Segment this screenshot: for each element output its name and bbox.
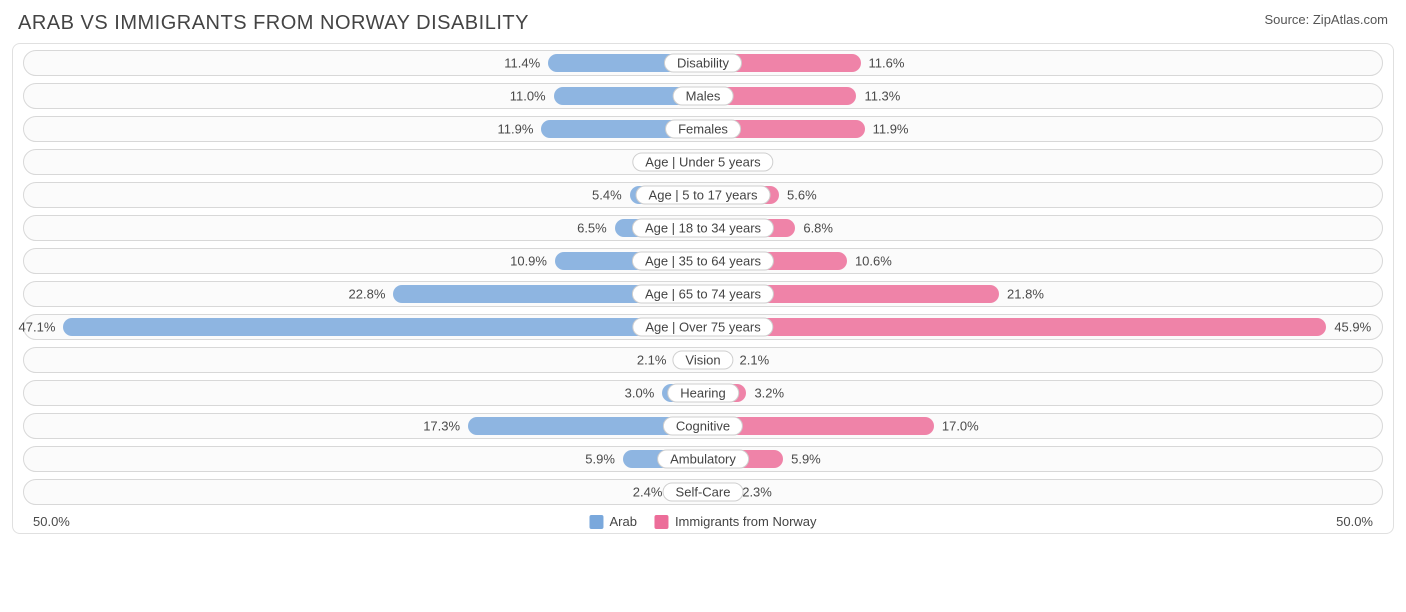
- value-label-left: 6.5%: [577, 221, 607, 236]
- chart-row: 3.0% 3.2% Hearing: [23, 380, 1383, 406]
- category-label: Hearing: [667, 384, 739, 403]
- value-label-left: 2.4%: [633, 485, 663, 500]
- legend-label-right: Immigrants from Norway: [675, 514, 817, 529]
- value-label-left: 47.1%: [19, 320, 56, 335]
- chart-row: 5.9% 5.9% Ambulatory: [23, 446, 1383, 472]
- value-label-right: 11.3%: [864, 89, 900, 104]
- category-label: Females: [665, 120, 741, 139]
- category-label: Ambulatory: [657, 450, 749, 469]
- value-label-right: 45.9%: [1334, 320, 1371, 335]
- category-label: Age | Over 75 years: [632, 318, 773, 337]
- legend-swatch-left: [589, 515, 603, 529]
- value-label-left: 5.4%: [592, 188, 622, 203]
- value-label-right: 10.6%: [855, 254, 892, 269]
- category-label: Age | 35 to 64 years: [632, 252, 774, 271]
- chart-row: 11.4% 11.6% Disability: [23, 50, 1383, 76]
- chart-title: ARAB VS IMMIGRANTS FROM NORWAY DISABILIT…: [18, 12, 529, 35]
- category-label: Self-Care: [663, 483, 744, 502]
- chart-row: 11.0% 11.3% Males: [23, 83, 1383, 109]
- chart-row: 22.8% 21.8% Age | 65 to 74 years: [23, 281, 1383, 307]
- chart-row: 47.1%45.9%Age | Over 75 years: [23, 314, 1383, 340]
- category-label: Cognitive: [663, 417, 743, 436]
- bar-left: [63, 318, 703, 336]
- category-label: Males: [673, 87, 734, 106]
- category-label: Age | Under 5 years: [632, 153, 773, 172]
- bar-right: [703, 318, 1326, 336]
- value-label-left: 10.9%: [510, 254, 547, 269]
- value-label-left: 11.9%: [498, 122, 534, 137]
- legend-label-left: Arab: [609, 514, 636, 529]
- value-label-left: 5.9%: [585, 452, 615, 467]
- value-label-right: 5.6%: [787, 188, 817, 203]
- value-label-left: 11.0%: [510, 89, 546, 104]
- value-label-right: 3.2%: [754, 386, 784, 401]
- value-label-left: 3.0%: [625, 386, 655, 401]
- axis-label-left: 50.0%: [33, 514, 70, 529]
- category-label: Vision: [672, 351, 733, 370]
- category-label: Age | 18 to 34 years: [632, 219, 774, 238]
- chart-row: 2.4% 2.3%Self-Care: [23, 479, 1383, 505]
- chart-row: 2.1% 2.1% Vision: [23, 347, 1383, 373]
- chart-row: 6.5% 6.8% Age | 18 to 34 years: [23, 215, 1383, 241]
- chart-row: 1.2%1.3%Age | Under 5 years: [23, 149, 1383, 175]
- category-label: Age | 65 to 74 years: [632, 285, 774, 304]
- legend-item-right: Immigrants from Norway: [655, 514, 817, 529]
- chart-row: 17.3% 17.0% Cognitive: [23, 413, 1383, 439]
- chart-area: 11.4% 11.6% Disability 11.0% 11.3% Males 11.9%…: [12, 43, 1394, 534]
- chart-row: 10.9% 10.6% Age | 35 to 64 years: [23, 248, 1383, 274]
- chart-row: 5.4% 5.6% Age | 5 to 17 years: [23, 182, 1383, 208]
- chart-footer: 50.0% Arab Immigrants from Norway 50.0%: [23, 512, 1383, 529]
- value-label-right: 2.1%: [740, 353, 770, 368]
- value-label-right: 21.8%: [1007, 287, 1044, 302]
- category-label: Disability: [664, 54, 742, 73]
- legend-swatch-right: [655, 515, 669, 529]
- value-label-right: 11.9%: [873, 122, 909, 137]
- chart-source: Source: ZipAtlas.com: [1264, 12, 1388, 27]
- legend: Arab Immigrants from Norway: [589, 514, 816, 529]
- value-label-left: 2.1%: [637, 353, 667, 368]
- value-label-right: 6.8%: [803, 221, 833, 236]
- value-label-right: 17.0%: [942, 419, 979, 434]
- value-label-left: 22.8%: [349, 287, 386, 302]
- value-label-left: 11.4%: [504, 56, 540, 71]
- category-label: Age | 5 to 17 years: [636, 186, 771, 205]
- value-label-right: 2.3%: [742, 485, 772, 500]
- legend-item-left: Arab: [589, 514, 636, 529]
- axis-label-right: 50.0%: [1336, 514, 1373, 529]
- chart-row: 11.9% 11.9% Females: [23, 116, 1383, 142]
- chart-header: ARAB VS IMMIGRANTS FROM NORWAY DISABILIT…: [0, 0, 1406, 43]
- value-label-left: 17.3%: [423, 419, 460, 434]
- value-label-right: 5.9%: [791, 452, 821, 467]
- value-label-right: 11.6%: [869, 56, 905, 71]
